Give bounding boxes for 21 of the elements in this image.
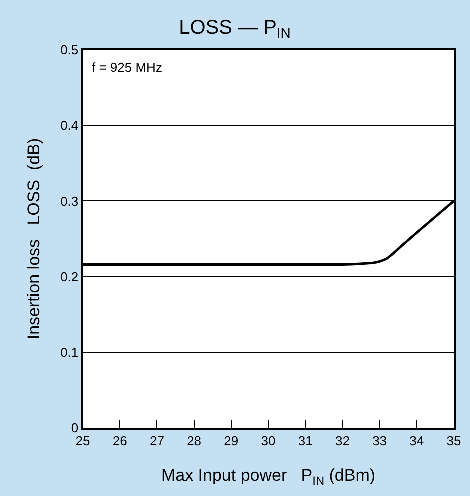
x-tick-label: 31 xyxy=(298,433,313,448)
x-tick-label: 27 xyxy=(150,433,164,448)
x-tick-label: 32 xyxy=(335,433,350,448)
x-tick-label: 34 xyxy=(410,433,424,448)
annotation: f = 925 MHz xyxy=(92,60,162,75)
x-tick-label: 35 xyxy=(446,433,462,448)
y-tick-label: 0 xyxy=(71,420,79,436)
x-axis-title: Max Input power P$_{IN}$ (dBm) xyxy=(161,466,376,488)
y-tick-label: 0.4 xyxy=(60,118,79,134)
x-tick-label: 26 xyxy=(112,433,128,448)
y-tick-label: 0.3 xyxy=(60,194,79,209)
y-axis-title: Insertion loss LOSS (dB) xyxy=(24,138,44,340)
chart-title: LOSS — P$_{IN}$ xyxy=(179,16,291,42)
y-tick-label: 0.2 xyxy=(60,269,79,284)
x-tick-label: 28 xyxy=(187,433,202,448)
y-tick-label: 0.1 xyxy=(60,344,79,360)
y-tick-label: 0.5 xyxy=(60,42,79,58)
x-tick-label: 33 xyxy=(372,433,388,448)
x-tick-label: 29 xyxy=(224,433,239,448)
x-tick-label: 30 xyxy=(261,433,276,448)
x-tick-label: 25 xyxy=(76,433,90,448)
